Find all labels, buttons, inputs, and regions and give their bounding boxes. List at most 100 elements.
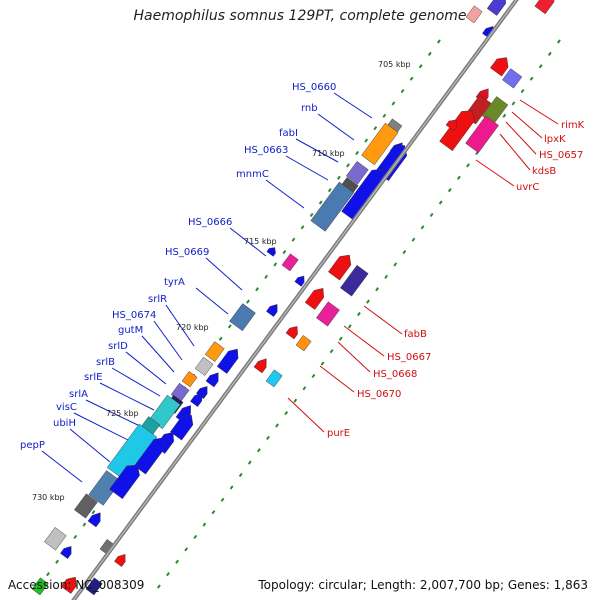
scale-tick [229, 485, 234, 490]
gene-feature [445, 119, 458, 132]
scale-tick [502, 113, 507, 118]
gene-feature [253, 358, 267, 374]
scale-tick [175, 559, 179, 564]
left-gene-label: srlA [69, 389, 88, 400]
gene-feature [181, 371, 198, 388]
scale-tick [409, 76, 414, 81]
left-gene-label: srlR [148, 294, 167, 305]
gene-feature [285, 326, 298, 340]
scale-tick [529, 76, 534, 81]
gene-feature [194, 356, 214, 376]
left-label-connector [73, 412, 133, 443]
scale-tick [420, 225, 425, 230]
right-label-connector [363, 305, 403, 335]
scale-tick [547, 51, 552, 56]
scale-tick [255, 287, 259, 292]
right-label-connector [343, 325, 385, 357]
scale-tick [384, 274, 389, 279]
left-gene-label: ubiH [53, 418, 76, 429]
gene-feature [44, 527, 67, 551]
left-label-connector [295, 138, 339, 163]
scale-tick [291, 237, 296, 242]
topology-text: Topology: circular; Length: 2,007,700 bp… [258, 578, 588, 592]
scale-tick [284, 410, 289, 416]
scale-tick [338, 336, 343, 341]
left-gene-label: HS_0674 [112, 310, 156, 321]
left-gene-label: HS_0663 [244, 145, 288, 156]
scale-tick [373, 126, 378, 131]
scale-tick [311, 373, 316, 379]
right-gene-label: HS_0667 [387, 352, 431, 363]
left-gene-label: mnmC [236, 169, 269, 180]
left-label-connector [265, 179, 305, 209]
right-label-connector [519, 99, 559, 125]
scale-tick [364, 138, 369, 143]
scale-tick [402, 249, 407, 255]
scale-tick [438, 200, 443, 205]
scale-tick [166, 572, 170, 577]
scale-tick [318, 200, 323, 205]
gene-feature [106, 423, 158, 481]
scale-tick [393, 262, 398, 267]
gene-feature [216, 348, 239, 374]
scale-tick [282, 249, 287, 255]
scale-tick [246, 299, 250, 304]
left-label-connector [195, 287, 229, 315]
right-gene-label: purE [327, 428, 350, 439]
scale-tick [238, 472, 243, 478]
scale-tick [293, 398, 298, 403]
left-label-connector [285, 155, 329, 181]
left-label-connector [229, 227, 267, 257]
right-label-connector [499, 133, 531, 171]
left-label-connector [69, 428, 111, 463]
scale-tick [273, 262, 278, 267]
scale-tick [227, 324, 232, 329]
scale-tick [336, 175, 341, 180]
scale-tick [302, 386, 307, 391]
gene-feature [294, 275, 305, 287]
left-label-connector [205, 257, 243, 291]
left-gene-label: visC [56, 402, 77, 413]
scale-tick [82, 522, 87, 527]
gene-feature [439, 110, 475, 152]
gene-feature [534, 0, 555, 15]
gene-feature [85, 577, 103, 596]
left-label-connector [333, 92, 373, 119]
scale-tick [309, 212, 314, 218]
right-gene-label: rimK [561, 120, 585, 131]
right-label-connector [287, 397, 325, 433]
kbp-scale-labels: 705 kbp 710 kbp 715 kbp 720 kbp 725 kbp 730 k… [32, 60, 411, 502]
gene-feature [74, 493, 98, 519]
left-gene-label: HS_0660 [292, 82, 336, 93]
left-gene-label: HS_0669 [165, 247, 209, 258]
left-gene-label: srlB [96, 357, 115, 368]
left-label-connector [111, 367, 161, 397]
left-gene-label: pepP [20, 440, 45, 451]
right-gene-label: HS_0668 [373, 369, 417, 380]
scale-tick [466, 163, 470, 168]
right-label-connector [319, 365, 355, 393]
gene-feature [486, 0, 506, 16]
gene-feature [304, 288, 324, 310]
scale-tick [429, 212, 434, 218]
right-label-connector [505, 121, 537, 155]
scale-tick [436, 39, 441, 44]
scale-tick [46, 572, 50, 577]
gene-feature [490, 57, 509, 77]
gene-feature [134, 437, 166, 475]
scale-tick [55, 559, 59, 564]
scale-tick [447, 188, 452, 193]
left-label-connector [153, 320, 183, 361]
kbp-label: 705 kbp [378, 60, 411, 69]
scale-tick [220, 497, 225, 502]
scale-tick [520, 88, 525, 94]
gene-feature [229, 303, 256, 332]
gene-feature [266, 304, 278, 317]
gene-feature [361, 122, 399, 166]
gene-feature [340, 265, 369, 297]
right-gene-label: uvrC [516, 182, 539, 193]
label-connectors [41, 92, 559, 483]
left-gene-label: srlE [84, 372, 102, 383]
